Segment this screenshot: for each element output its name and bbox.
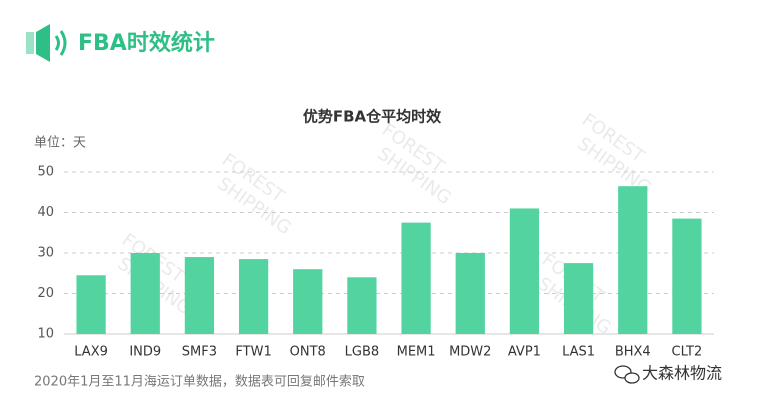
x-tick-label: LGB8 (345, 345, 380, 360)
brand: 大森林物流 (642, 364, 722, 383)
bar (130, 253, 160, 334)
bar (76, 275, 106, 334)
y-tick-label: 50 (37, 165, 54, 180)
brand-icon (614, 365, 640, 384)
bar (455, 253, 485, 334)
x-tick-label: ONT8 (290, 345, 326, 360)
x-tick-label: IND9 (129, 345, 161, 360)
y-tick-label: 20 (37, 286, 54, 301)
x-tick-label: BHX4 (615, 345, 651, 360)
x-tick-label: MEM1 (397, 345, 436, 360)
bar (401, 222, 431, 334)
bar (509, 208, 540, 334)
y-unit-label: 单位：天 (34, 136, 86, 151)
footer-note: 2020年1月至11月海运订单数据，数据表可回复邮件索取 (34, 375, 365, 390)
bar (293, 269, 323, 334)
y-tick-label: 30 (37, 246, 54, 261)
x-tick-label: FTW1 (235, 345, 271, 360)
x-tick-label: AVP1 (508, 345, 541, 360)
bar (238, 259, 269, 334)
x-tick-label: CLT2 (672, 345, 703, 360)
x-tick-label: MDW2 (449, 345, 491, 360)
x-tick-label: LAX9 (74, 345, 108, 360)
bar (672, 218, 702, 334)
y-tick-label: 40 (37, 205, 54, 220)
bar (563, 263, 594, 334)
x-tick-label: LAS1 (562, 345, 595, 360)
bar (347, 277, 377, 334)
bar (618, 186, 648, 334)
bar (184, 257, 215, 334)
header-title: FBA时效统计 (78, 30, 215, 56)
x-tick-label: SMF3 (182, 345, 217, 360)
y-tick-label: 10 (37, 327, 54, 342)
chart-title: 优势FBA仓平均时效 (303, 108, 442, 126)
header-icon (26, 24, 67, 62)
